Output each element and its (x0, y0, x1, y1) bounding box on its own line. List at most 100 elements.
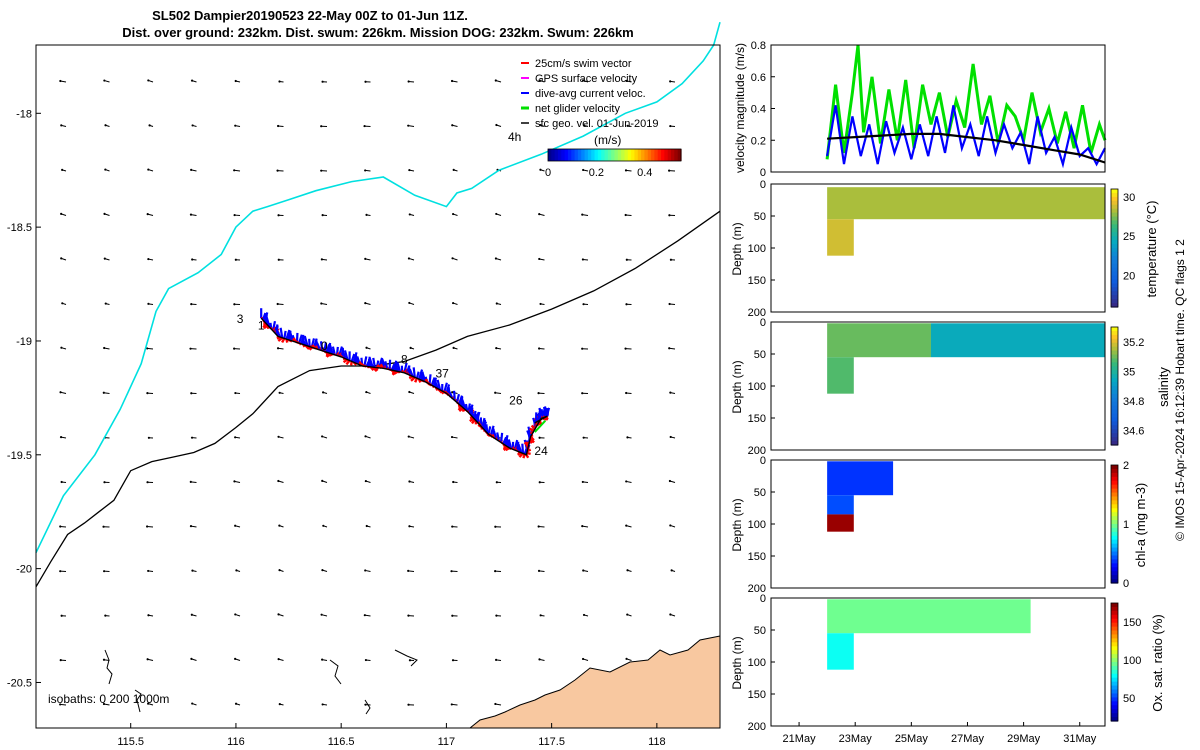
surface-arrow-head (495, 658, 498, 661)
dive-current-vector (367, 358, 372, 368)
surface-arrow-head (102, 525, 105, 528)
oxygen-colorbar-cell (1111, 662, 1118, 667)
surface-arrow-head (104, 124, 107, 127)
surface-arrow-head (321, 391, 325, 394)
surface-arrow-head (581, 258, 585, 261)
surface-arrow-head (320, 613, 323, 616)
chla-block (827, 461, 894, 496)
surface-arrow-head (538, 481, 541, 484)
dive-current-vector (485, 424, 489, 434)
surface-arrow-head (321, 658, 324, 661)
map-colorbar-cell (674, 149, 679, 161)
map-background (36, 45, 720, 728)
surface-arrow-head (60, 480, 63, 484)
surface-arrow-head (668, 214, 671, 217)
time-x-ticks: 21May 23May 25May 27May 29May 31May (783, 722, 1097, 745)
oxygen-colorbar-tick-label: 100 (1123, 655, 1141, 667)
map-x-ticks: 115.5 116 116.5 117 117.5 118 (117, 723, 666, 748)
chla-block (827, 514, 854, 532)
chla-colorbar-cell (1111, 512, 1118, 517)
temperature-clabel: temperature (°C) (1144, 201, 1159, 298)
velocity-y-tick-label: 0.4 (751, 104, 766, 116)
surface-arrow-head (537, 392, 540, 395)
surface-arrow-head (276, 169, 279, 172)
temperature-colorbar-cell (1111, 255, 1118, 261)
surface-arrow-head (190, 613, 193, 616)
surface-arrow-head (103, 212, 106, 215)
dive-current-vector (487, 426, 492, 435)
salinity-colorbar-cell (1111, 397, 1118, 403)
surface-arrow-head (321, 703, 324, 706)
surface-arrow-head (234, 524, 237, 527)
surface-arrow-head (450, 79, 454, 83)
map-colorbar-cell (621, 149, 626, 161)
map-colorbar-tick-label: 0.4 (637, 167, 652, 179)
temperature-colorbar-cell (1111, 208, 1118, 214)
surface-arrow-head (60, 212, 63, 216)
surface-arrow-head (103, 570, 106, 573)
surface-arrow-head (321, 479, 324, 482)
dive-current-vector (390, 363, 396, 371)
surface-arrow-head (60, 614, 63, 617)
salinity-colorbar-cell (1111, 421, 1118, 426)
surface-arrow-head (407, 614, 410, 617)
surface-arrow-head (538, 213, 541, 216)
surface-arrow-head (59, 659, 62, 662)
surface-arrow-head (495, 614, 498, 617)
oxygen-colorbar-cell (1111, 646, 1118, 651)
temperature-colorbar-cell (1111, 232, 1118, 237)
surface-arrow-head (625, 391, 628, 395)
dive-current-vector (500, 432, 504, 443)
surface-arrow-head (277, 479, 280, 483)
salinity-colorbar-cell (1111, 350, 1118, 356)
map-legend: 25cm/s swim vector GPS surface velocity … (508, 58, 682, 179)
map-colorbar-cell (548, 149, 552, 161)
temperature-y-tick-label: 150 (748, 275, 766, 287)
surface-arrow-head (235, 569, 238, 572)
swim-vector (281, 337, 286, 344)
salinity-colorbar-cell (1111, 405, 1118, 411)
surface-arrow-head (668, 169, 671, 172)
surface-arrow-head (626, 124, 629, 127)
oxygen-y-tick-label: 150 (748, 689, 766, 701)
surface-arrow-head (625, 303, 628, 306)
waypoint-label: 1 (258, 319, 265, 333)
salinity-block (827, 323, 931, 358)
waypoint-label: 3 (237, 312, 244, 326)
velocity-y-tick-label: 0 (760, 167, 766, 179)
salinity-colorbar-cell (1111, 389, 1118, 395)
map-colorbar-cell (651, 149, 655, 161)
chla-colorbar-cell (1111, 535, 1118, 541)
map-colorbar-cell (627, 149, 632, 161)
surface-arrow-head (363, 614, 366, 617)
dive-current-vector (368, 357, 374, 368)
waypoint-label: 0 (321, 339, 328, 353)
time-x-tick-label: 27May (951, 733, 985, 745)
dive-current-vector (507, 439, 513, 449)
surface-arrow-head (146, 481, 149, 484)
map-colorbar-frame (547, 148, 682, 162)
net-velocity-vector (534, 419, 547, 433)
map-colorbar-cell (611, 149, 616, 161)
surface-arrow-head (147, 569, 150, 573)
surface-arrow-head (451, 525, 454, 528)
surface-arrow-head (669, 613, 672, 616)
dive-current-vector (328, 344, 334, 355)
surface-arrow-head (581, 657, 585, 661)
map-x-tick-label: 117 (438, 736, 456, 748)
salinity-y-tick-label: 100 (748, 381, 766, 393)
salinity-colorbar-cell (1111, 334, 1118, 340)
dive-current-vector (388, 359, 392, 370)
dive-current-vector (517, 444, 523, 454)
surface-arrow-head (668, 302, 671, 306)
surface-arrow-head (234, 79, 237, 83)
oxygen-colorbar-cell (1111, 618, 1118, 624)
salinity-colorbar-cell (1111, 382, 1118, 387)
surface-arrow-head (233, 213, 236, 217)
map-colorbar-cell (634, 149, 639, 161)
temperature-colorbar-cell (1111, 283, 1118, 288)
oxygen-colorbar-cell (1111, 634, 1118, 639)
surface-arrow-head (146, 658, 149, 661)
surface-arrow-head (494, 257, 498, 260)
dive-current-vector (455, 393, 461, 403)
